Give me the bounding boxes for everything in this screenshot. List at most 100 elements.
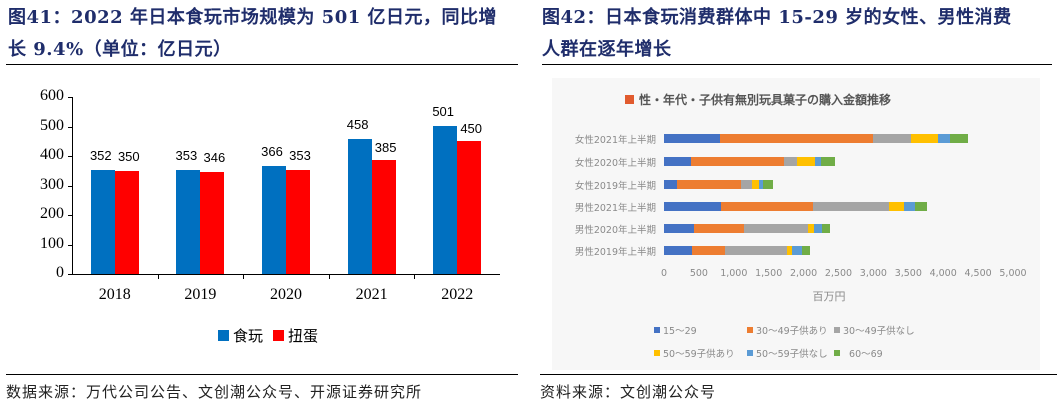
data-label: 352: [89, 148, 112, 164]
row-label: 女性2019年上半期: [574, 181, 656, 192]
bar-segment: [807, 224, 815, 233]
legend-swatch-icon: [218, 330, 229, 341]
right-chart-inner-title: 性・年代・子供有無別玩具菓子の購入金額推移: [625, 91, 891, 108]
bar-segment: [873, 134, 912, 143]
bar-gacha: [200, 171, 225, 274]
bar-segment: [690, 157, 785, 166]
bar-gacha: [371, 160, 396, 274]
x-tick-label: 2,500: [824, 268, 853, 279]
x-tick-label: 1,500: [755, 268, 783, 279]
y-tick-label: 600: [40, 87, 64, 104]
bar-shokugan: [262, 166, 286, 274]
y-tick-mark: [68, 156, 72, 157]
legend-label: 扭蛋: [288, 327, 319, 345]
bar-segment: [759, 180, 763, 189]
legend-item: 30〜49子供なし: [834, 323, 915, 337]
y-tick-label: 300: [40, 175, 64, 193]
x-tick-label: 2020: [270, 286, 302, 303]
y-tick-mark: [68, 97, 72, 98]
bar-segment: [813, 202, 890, 211]
x-tick-mark: [328, 274, 330, 279]
right-figure-title: 图42：日本食玩消费群体中 15-29 岁的女性、男性消费 人群在逐年增长: [542, 2, 1012, 66]
bar-segment: [904, 202, 915, 211]
legend-label: 30〜49子供なし: [843, 326, 915, 337]
left-figure-title: 图41：2022 年日本食玩市场规模为 501 亿日元，同比增 长 9.4%（单…: [8, 2, 497, 66]
bar-segment: [664, 180, 678, 189]
bar-shokugan: [347, 138, 372, 274]
legend-label: 50〜59子供あり: [663, 349, 735, 360]
legend-swatch-icon: [747, 350, 753, 356]
left-source: 数据来源：万代公司公告、文创潮公众号、开源证券研究所: [6, 383, 423, 401]
bar-segment: [889, 202, 905, 211]
legend-item: 30〜49子供あり: [747, 323, 828, 337]
x-tick-label: 4,500: [964, 268, 992, 279]
legend-label: 食玩: [233, 327, 264, 345]
row-label: 男性2020年上半期: [574, 225, 656, 236]
y-tick-mark: [68, 274, 72, 275]
bar-segment: [762, 180, 774, 189]
legend-item: 60〜69: [834, 346, 883, 360]
legend-label: 15〜29: [663, 326, 697, 337]
legend-item: 50〜59子供なし: [747, 346, 828, 360]
y-tick-label: 0: [56, 264, 64, 281]
title-line-2: 人群在逐年增长: [542, 39, 672, 60]
right-source: 资料来源：文创潮公众号: [540, 383, 717, 401]
bar-segment: [719, 134, 874, 143]
legend-swatch-icon: [273, 330, 285, 341]
bar-segment: [797, 157, 816, 166]
legend-swatch-icon: [747, 327, 753, 333]
bar-segment: [801, 246, 811, 255]
x-tick-label: 2022: [441, 286, 474, 303]
title-line-1: 图42：日本食玩消费群体中 15-29 岁的女性、男性消费: [542, 7, 1012, 28]
bar-segment: [664, 202, 721, 211]
bar-segment: [822, 224, 831, 233]
bar-gacha: [286, 169, 310, 274]
row-label: 女性2021年上半期: [574, 135, 656, 146]
x-axis-line: [72, 274, 500, 275]
legend-item: 扭蛋: [273, 325, 318, 346]
title-swatch-icon: [625, 95, 634, 104]
bar-segment: [664, 157, 691, 166]
inner-title-text: 性・年代・子供有無別玩具菓子の購入金額推移: [639, 93, 892, 107]
title-line-1: 图41：2022 年日本食玩市场规模为 501 亿日元，同比增: [8, 7, 498, 28]
x-tick-label: 0: [660, 268, 668, 279]
bar-segment: [664, 134, 720, 143]
bar-shokugan: [176, 169, 201, 274]
right-figure: 图42：日本食玩消费群体中 15-29 岁的女性、男性消费 人群在逐年增长 资料…: [530, 0, 1057, 405]
bar-segment: [743, 224, 808, 233]
x-tick-label: 1,000: [720, 268, 748, 279]
left-figure: 图41：2022 年日本食玩市场规模为 501 亿日元，同比增 长 9.4%（单…: [6, 2, 518, 401]
bar-shokugan: [90, 170, 115, 274]
title-divider: [6, 64, 518, 65]
legend-label: 30〜49子供あり: [756, 326, 828, 337]
y-tick-mark: [68, 244, 72, 246]
bar-segment: [784, 157, 798, 166]
bar-segment: [911, 134, 938, 143]
bar-segment: [751, 180, 760, 189]
legend-item: 15〜29: [654, 323, 697, 337]
y-tick-mark: [68, 126, 72, 128]
x-tick-mark: [414, 274, 416, 279]
bar-segment: [720, 202, 814, 211]
row-label: 男性2019年上半期: [574, 247, 656, 258]
y-tick-mark: [68, 215, 72, 216]
bar-segment: [815, 157, 822, 166]
data-label: 366: [261, 144, 283, 160]
data-label: 353: [175, 147, 198, 163]
x-tick-label: 5,000: [999, 268, 1027, 279]
x-tick-mark: [243, 274, 245, 279]
bar-segment: [950, 134, 969, 143]
legend-item: 50〜59子供あり: [654, 346, 735, 360]
legend-label: 60〜69: [843, 349, 883, 360]
data-label: 385: [374, 140, 397, 156]
left-legend: 食玩 扭蛋: [218, 325, 318, 346]
bar-segment: [821, 157, 835, 166]
bar-gacha: [457, 141, 482, 274]
source-divider: [6, 374, 518, 375]
y-tick-mark: [68, 185, 72, 187]
x-tick-label: 500: [689, 268, 708, 279]
x-axis-unit: 百万円: [812, 290, 846, 303]
bar-segment: [693, 224, 744, 233]
data-label: 346: [203, 149, 226, 165]
data-label: 458: [346, 116, 369, 132]
